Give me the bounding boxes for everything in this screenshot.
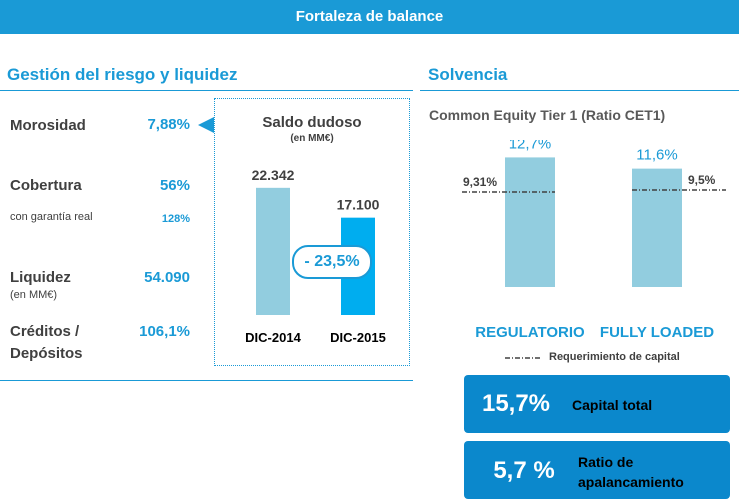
pointer-arrow-icon [198, 117, 214, 133]
cet1-chart: 12,7% REGULATORIO 11,6% FULLY LOADED 9,31% 9,… [462, 140, 726, 341]
cobertura-sub-label: con garantía real [10, 211, 93, 223]
kpi-capital-total [464, 375, 730, 433]
section-title-risk: Gestión del riesgo y liquidez [7, 65, 238, 84]
saldo-category-label: DIC-2015 [330, 330, 386, 345]
kpi-apalancamiento-value: 5,7 % [493, 457, 555, 484]
saldo-chart-title: Saldo dudoso [262, 114, 362, 131]
section-title-solvencia: Solvencia [428, 65, 508, 84]
saldo-category-label: DIC-2014 [245, 330, 301, 345]
saldo-value-label: 22.342 [252, 167, 295, 183]
liquidez-value: 54.090 [144, 269, 190, 286]
kpi-capital-total-label: Capital total [572, 397, 653, 413]
requirement-value-label: 9,5% [688, 173, 716, 187]
header-banner [0, 0, 739, 34]
kpi-apalancamiento [464, 441, 730, 499]
cet1-subtitle: Common Equity Tier 1 (Ratio CET1) [429, 107, 666, 123]
liquidez-label: Liquidez [10, 269, 71, 286]
requirement-legend-label: Requerimiento de capital [549, 351, 680, 363]
section-rule-bottom [0, 380, 413, 381]
saldo-value-label: 17.100 [337, 197, 380, 213]
depositos-label: Depósitos [10, 345, 83, 362]
cet1-value-label: 11,6% [636, 147, 677, 164]
liquidez-sub-label: (en MM€) [10, 289, 58, 301]
saldo-dudoso-box [214, 98, 410, 366]
cobertura-label: Cobertura [10, 177, 82, 194]
kpi-capital-total-value: 15,7% [481, 390, 551, 417]
cet1-bar-fully-loaded [632, 168, 682, 287]
kpi-apalancamiento-label-1: Ratio de [578, 454, 634, 470]
creditos-value: 106,1% [139, 323, 190, 340]
cet1-category-label: FULLY LOADED [600, 324, 714, 341]
requirement-legend-line [505, 357, 541, 359]
morosidad-label: Morosidad [10, 117, 86, 134]
morosidad-value: 7,88% [147, 116, 190, 133]
creditos-label: Créditos / [10, 323, 80, 340]
change-pill: - 23,5% [292, 245, 372, 279]
section-rule-solvencia [420, 90, 739, 91]
cet1-bar-regulatorio [505, 157, 555, 287]
saldo-bar-dic-2014 [256, 187, 290, 315]
banner-title: Fortaleza de balance [295, 8, 444, 25]
cet1-category-label: REGULATORIO [475, 324, 585, 341]
section-rule-risk [0, 90, 413, 91]
kpi-apalancamiento-label-2: apalancamiento [578, 474, 684, 490]
cobertura-sub-value: 128% [161, 213, 190, 225]
saldo-chart-subtitle: (en MM€) [290, 133, 334, 144]
requirement-value-label: 9,31% [463, 175, 497, 189]
cet1-value-label: 12,7% [509, 140, 552, 152]
cobertura-value: 56% [159, 177, 190, 194]
saldo-dudoso-chart: 22.342 DIC-2014 17.100 DIC-2015 [245, 167, 386, 345]
